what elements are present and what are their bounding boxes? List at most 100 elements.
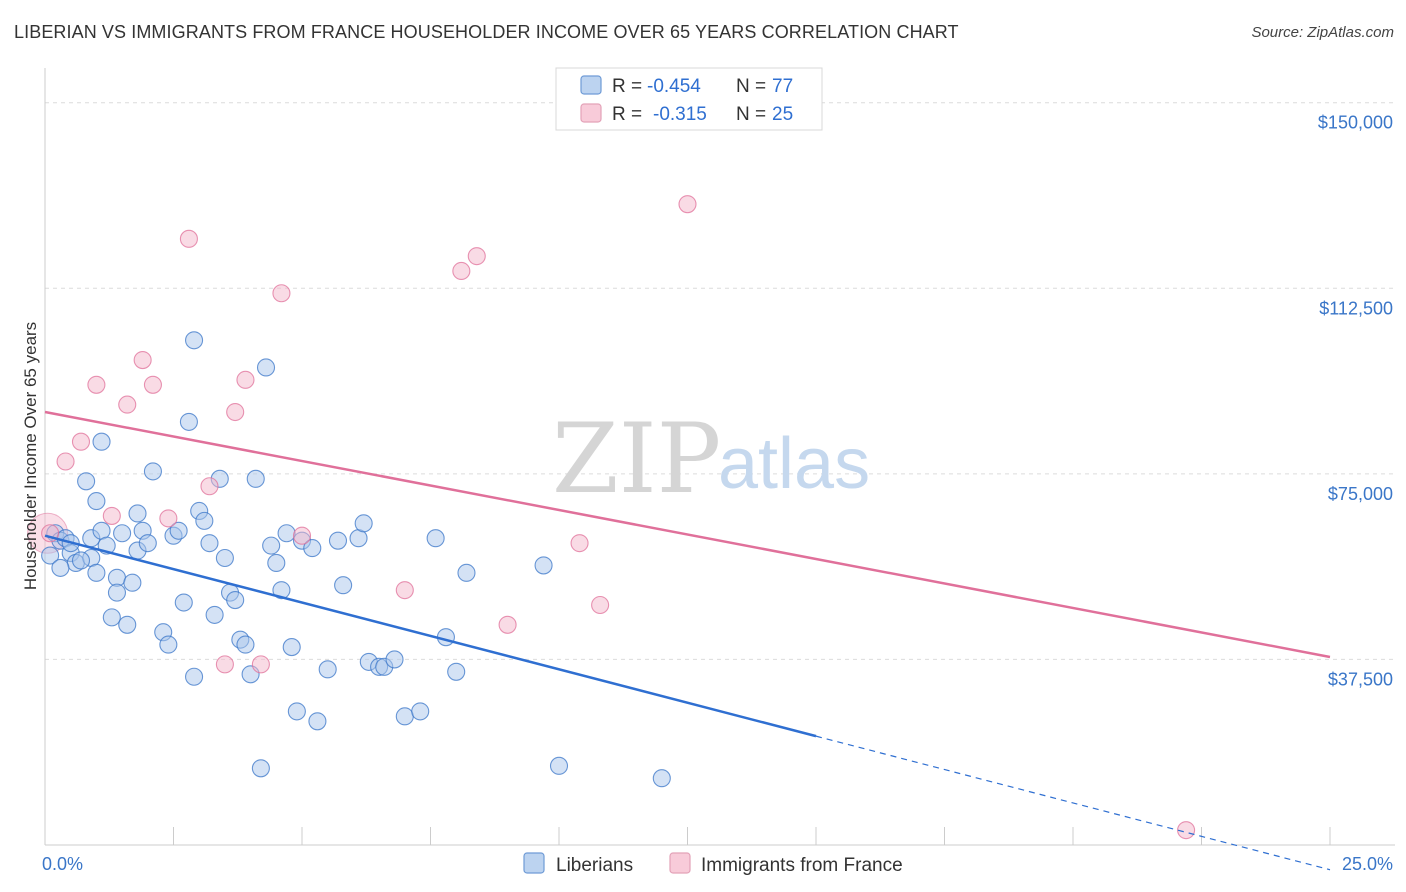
x-tick-label-0: 0.0%: [42, 854, 83, 874]
point-liberian-29: [174, 593, 193, 612]
point-liberian-50: [277, 524, 296, 543]
point-france-4: [102, 506, 121, 525]
point-liberian-18: [118, 615, 137, 634]
point-liberian-49: [272, 581, 291, 600]
point-france-2: [71, 432, 91, 451]
point-liberian-56: [318, 660, 337, 679]
point-liberian-60: [354, 514, 373, 533]
point-liberian-76: [71, 551, 91, 570]
y-tick-labels: $37,500 $75,000 $112,500 $150,000: [1318, 113, 1393, 690]
point-liberian-70: [457, 563, 476, 582]
point-france-21: [570, 534, 589, 553]
point-liberian-55: [308, 712, 327, 731]
point-liberian-16: [107, 583, 127, 602]
bottom-legend-swatch-liberians: [523, 852, 545, 874]
legend-n-label-2: N =: [736, 104, 766, 125]
point-france-19: [467, 247, 486, 266]
y-tick-label-1: $75,000: [1328, 484, 1393, 504]
point-liberian-66: [411, 702, 430, 721]
point-france-24: [1177, 821, 1196, 840]
point-liberian-73: [652, 769, 671, 788]
y-tick-label-2: $112,500: [1319, 298, 1393, 318]
point-liberian-20: [128, 504, 147, 523]
y-tick-label-0: $37,500: [1328, 669, 1393, 689]
point-liberian-40: [226, 591, 245, 610]
point-liberian-75: [87, 563, 106, 582]
axes: [44, 68, 1395, 846]
point-liberian-42: [236, 635, 255, 654]
point-france-3: [87, 375, 106, 394]
point-france-15: [272, 284, 291, 303]
bottom-legend-label-liberians: Liberians: [556, 855, 633, 876]
point-liberian-31: [185, 331, 204, 350]
legend-n-value-2: 25: [772, 104, 793, 125]
watermark-zip: ZIP: [552, 403, 721, 515]
point-france-6: [133, 351, 152, 370]
point-france-8: [159, 509, 178, 528]
point-liberian-47: [262, 536, 281, 555]
trend-line-liberians-extension: [815, 735, 1331, 871]
point-france-16: [292, 526, 312, 545]
legend-r-value-2: -0.315: [653, 104, 707, 125]
point-france-14: [251, 655, 270, 674]
legend-n-label-1: N =: [736, 76, 766, 97]
point-liberian-54: [303, 539, 322, 558]
point-liberian-74: [51, 558, 70, 577]
trend-lines: [44, 410, 1331, 871]
point-liberian-10: [87, 492, 106, 511]
point-france-11: [215, 655, 234, 674]
bottom-legend: Liberians Immigrants from France: [523, 852, 903, 876]
point-liberian-24: [143, 462, 162, 481]
point-liberian-36: [205, 605, 224, 624]
point-liberian-0: [41, 546, 60, 565]
point-liberian-28: [169, 521, 188, 540]
point-liberian-44: [246, 469, 265, 488]
point-liberian-32: [185, 667, 204, 686]
point-france-7: [143, 375, 162, 394]
x-tick-labels: 0.0% 25.0%: [42, 854, 1393, 874]
point-france-22: [591, 595, 610, 615]
legend-swatch-france: [580, 103, 602, 123]
point-liberian-51: [282, 638, 301, 657]
watermark-atlas: atlas: [718, 424, 870, 504]
point-liberian-52: [287, 702, 306, 721]
point-liberian-26: [159, 635, 178, 654]
watermark: ZIP atlas: [552, 403, 870, 515]
legend-n-value-1: 77: [772, 76, 793, 97]
point-liberian-30: [179, 412, 198, 431]
point-liberian-67: [426, 529, 445, 548]
point-liberian-46: [256, 358, 276, 377]
y-tick-label-3: $150,000: [1318, 113, 1393, 133]
point-liberian-58: [334, 576, 353, 595]
legend-box: R = -0.454 N = 77 R = -0.315 N = 25: [555, 67, 823, 131]
x-tick-label-1: 25.0%: [1342, 854, 1393, 874]
point-france-9: [179, 229, 198, 248]
point-liberian-48: [267, 553, 286, 572]
point-liberian-69: [447, 662, 466, 681]
trend-line-france: [44, 410, 1331, 659]
point-liberian-45: [251, 759, 270, 778]
y-axis-label: Householder Income Over 65 years: [21, 322, 40, 590]
chart-source: Source: ZipAtlas.com: [1251, 24, 1394, 41]
point-france-17: [395, 581, 414, 600]
point-liberian-23: [138, 534, 157, 553]
chart-title: LIBERIAN VS IMMIGRANTS FROM FRANCE HOUSE…: [14, 22, 959, 42]
point-france-1: [56, 452, 75, 471]
bottom-legend-label-france: Immigrants from France: [701, 855, 903, 876]
point-liberian-71: [534, 556, 553, 575]
point-france-12: [226, 402, 245, 422]
trend-line-liberians: [44, 534, 817, 738]
point-france-10: [200, 477, 219, 496]
point-liberian-7: [77, 472, 96, 491]
point-liberian-72: [549, 756, 569, 775]
data-points: [27, 195, 1196, 840]
point-france-20: [498, 615, 517, 634]
point-france-18: [452, 261, 471, 281]
legend-r-label-1: R =: [612, 76, 642, 97]
point-liberian-19: [123, 573, 142, 592]
legend-r-label-2: R =: [612, 104, 642, 125]
point-liberian-17: [113, 524, 132, 543]
point-liberian-64: [385, 650, 404, 669]
point-liberian-34: [195, 511, 214, 530]
